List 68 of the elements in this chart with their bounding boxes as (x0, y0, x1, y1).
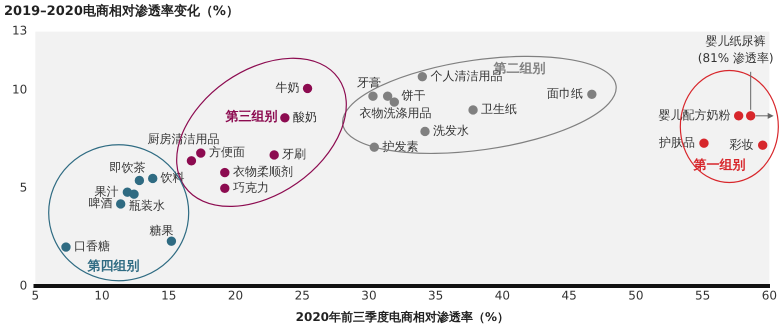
annotation: 饼干 (400, 88, 426, 102)
point (129, 189, 139, 199)
point (587, 90, 597, 99)
point (382, 92, 392, 101)
point (166, 236, 176, 246)
chart-title: 2019–2020电商相对渗透率变化（%） (4, 3, 239, 20)
y-tick-label: 13 (12, 24, 28, 38)
x-tick-label: 30 (361, 288, 377, 303)
annotation: 糖果 (149, 223, 174, 238)
x-tick-label: 20 (228, 288, 244, 303)
annotation: 卫生纸 (481, 102, 518, 116)
x-tick-label: 25 (294, 288, 310, 303)
point (699, 138, 709, 148)
point (220, 184, 230, 193)
x-tick-label: 50 (628, 288, 644, 303)
x-tick-label: 5 (31, 288, 40, 303)
x-axis-title: 2020年前三季度电商相对渗透率（%） (296, 310, 510, 324)
x-tick-label: 45 (562, 288, 577, 303)
annotation: 牙膏 (356, 75, 381, 90)
y-tick-label: 5 (20, 180, 28, 194)
point (116, 199, 126, 209)
point (420, 126, 430, 136)
series-label: 第三组别 (224, 110, 278, 125)
point (186, 156, 196, 166)
point (418, 72, 428, 82)
annotation: 衣物洗涤用品 (359, 106, 432, 120)
annotation: 洗发水 (433, 124, 470, 138)
series-label: 第一组别 (692, 158, 746, 173)
annotation: 啤酒 (88, 196, 113, 210)
point (148, 174, 158, 184)
annotation: 瓶装水 (129, 198, 166, 212)
annotation: 衣物柔顺剂 (232, 164, 293, 179)
point (368, 92, 378, 101)
y-tick-label: 10 (12, 82, 28, 96)
annotation: (81% 渗透率) (698, 50, 774, 65)
annotation: 口香糖 (74, 239, 110, 254)
annotation: 牛奶 (276, 80, 300, 95)
annotation: 彩妆 (730, 137, 754, 152)
point (196, 148, 206, 158)
point (280, 113, 290, 122)
point (734, 111, 744, 121)
annotation: 即饮茶 (109, 160, 146, 175)
point (746, 111, 756, 121)
x-tick-label: 35 (428, 288, 444, 303)
x-tick-label: 40 (494, 288, 510, 303)
point (390, 97, 400, 107)
annotation: 巧克力 (232, 180, 269, 194)
x-tick-label: 60 (762, 288, 778, 303)
point (758, 140, 768, 150)
y-tick-label: 0 (20, 278, 28, 292)
point (468, 105, 478, 115)
annotation: 酸奶 (292, 110, 317, 124)
point (134, 176, 144, 186)
point (61, 242, 71, 252)
point (220, 168, 230, 178)
x-tick-label: 55 (694, 288, 710, 303)
point (302, 84, 312, 94)
annotation: 护发素 (381, 139, 418, 154)
annotation: 方便面 (208, 145, 245, 160)
annotation: 婴儿纸尿裤 (706, 34, 766, 48)
annotation: 护肤品 (658, 135, 695, 150)
x-tick-label: 15 (161, 288, 176, 303)
series-label: 第四组别 (86, 259, 140, 274)
annotation: 面巾纸 (546, 86, 583, 100)
point (269, 150, 279, 160)
annotation: 牙刷 (282, 147, 306, 162)
x-tick-label: 10 (94, 288, 110, 303)
annotation: 果汁 (94, 184, 118, 198)
